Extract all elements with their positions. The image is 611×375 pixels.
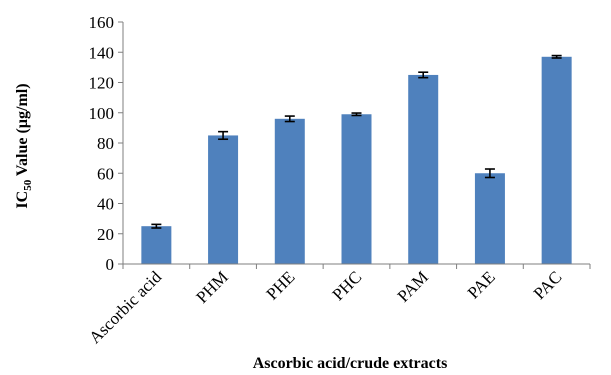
y-tick-label: 120 (89, 74, 115, 93)
y-axis-title-suffix: Value (µg/ml) (14, 83, 31, 179)
bar (341, 114, 372, 264)
bar (141, 226, 172, 264)
x-category-label: PHE (262, 267, 298, 303)
y-axis: 0 20 40 60 80 100 120 140 160 (89, 13, 124, 274)
x-category-label: Ascorbic acid (85, 267, 165, 347)
y-tick-label: 140 (89, 43, 115, 62)
y-axis-title-prefix: IC (14, 191, 31, 209)
x-axis: Ascorbic acid PHM PHE PHC PAM PAE PAC (85, 263, 591, 347)
x-axis-title: Ascorbic acid/crude extracts (253, 355, 448, 372)
y-tick-label: 0 (106, 255, 115, 274)
y-tick-label: 60 (97, 164, 114, 183)
y-axis-title: IC50 Value (µg/ml) (14, 83, 34, 208)
y-tick-label: 80 (97, 134, 114, 153)
x-category-label: PAC (530, 267, 566, 303)
x-category-label: PHM (192, 267, 231, 306)
bars (141, 56, 572, 264)
x-category-label: PAM (394, 267, 432, 305)
y-tick-label: 20 (97, 225, 114, 244)
bar (474, 173, 505, 264)
bar (408, 74, 439, 264)
y-axis-title-subscript: 50 (22, 179, 34, 191)
y-tick-label: 40 (97, 195, 114, 214)
x-category-label: PHC (329, 267, 366, 304)
bar (541, 56, 572, 264)
x-category-label: PAE (464, 267, 499, 302)
error-bars (151, 54, 562, 229)
bar (208, 135, 239, 264)
bar (274, 118, 305, 264)
y-tick-label: 160 (89, 13, 115, 32)
y-tick-label: 100 (89, 104, 115, 123)
